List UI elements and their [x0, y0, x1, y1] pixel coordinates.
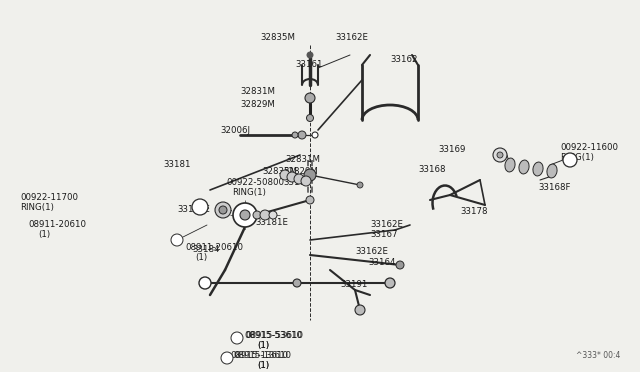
Ellipse shape — [533, 162, 543, 176]
Text: 33162E: 33162E — [335, 33, 368, 42]
Text: 33168: 33168 — [418, 165, 445, 174]
Circle shape — [563, 153, 577, 167]
Text: 33191E: 33191E — [177, 205, 210, 214]
Text: 08911-20610: 08911-20610 — [185, 243, 243, 252]
Text: 32829M: 32829M — [283, 167, 318, 176]
Text: (1): (1) — [257, 361, 269, 370]
Circle shape — [497, 152, 503, 158]
Text: RING(1): RING(1) — [560, 153, 594, 162]
Circle shape — [219, 206, 227, 214]
Circle shape — [385, 278, 395, 288]
Text: 32835M: 32835M — [262, 167, 297, 176]
Text: 33167: 33167 — [370, 230, 397, 239]
Circle shape — [312, 132, 318, 138]
Text: 33184: 33184 — [192, 245, 220, 254]
Circle shape — [171, 234, 183, 246]
Text: 32835M: 32835M — [260, 33, 295, 42]
Text: (1): (1) — [38, 230, 50, 239]
Circle shape — [233, 203, 257, 227]
Circle shape — [294, 174, 304, 184]
Text: RING(1): RING(1) — [20, 203, 54, 212]
Text: 08911-20610: 08911-20610 — [28, 220, 86, 229]
Circle shape — [357, 182, 363, 188]
Text: 33181E: 33181E — [255, 218, 288, 227]
Text: 32829M: 32829M — [240, 100, 275, 109]
Text: 00922-11600: 00922-11600 — [560, 143, 618, 152]
Circle shape — [493, 148, 507, 162]
Text: 33162E: 33162E — [355, 247, 388, 256]
Text: 00922-50800: 00922-50800 — [226, 178, 284, 187]
Text: 33162: 33162 — [390, 55, 417, 64]
Text: W: W — [234, 336, 241, 340]
Text: 08915-53610: 08915-53610 — [245, 331, 303, 340]
Text: (1): (1) — [257, 341, 269, 350]
Circle shape — [253, 211, 261, 219]
Text: 32006J: 32006J — [220, 126, 250, 135]
Circle shape — [221, 352, 233, 364]
Text: 33169: 33169 — [438, 145, 465, 154]
Circle shape — [306, 196, 314, 204]
Circle shape — [304, 169, 316, 181]
Circle shape — [307, 52, 313, 58]
Text: 32831M: 32831M — [285, 155, 320, 164]
Circle shape — [287, 172, 297, 182]
Ellipse shape — [519, 160, 529, 174]
Text: 33168F: 33168F — [538, 183, 570, 192]
Text: 08915-53610: 08915-53610 — [244, 331, 302, 340]
Text: (1): (1) — [257, 341, 269, 350]
Text: W: W — [223, 356, 230, 360]
Text: 08915-13610: 08915-13610 — [230, 351, 288, 360]
Circle shape — [199, 277, 211, 289]
Circle shape — [307, 115, 314, 122]
Text: 00922-11700: 00922-11700 — [20, 193, 78, 202]
Text: (1): (1) — [195, 253, 207, 262]
Text: 33162E: 33162E — [370, 220, 403, 229]
Text: ^333* 00:4: ^333* 00:4 — [575, 351, 620, 360]
Circle shape — [260, 210, 270, 220]
Text: N: N — [174, 237, 180, 243]
Text: 33181: 33181 — [163, 160, 191, 169]
Ellipse shape — [547, 164, 557, 178]
Text: 08915-13610: 08915-13610 — [233, 351, 291, 360]
Circle shape — [305, 93, 315, 103]
Circle shape — [298, 131, 306, 139]
Text: (1): (1) — [257, 361, 269, 370]
Circle shape — [231, 332, 243, 344]
Text: 33175: 33175 — [283, 178, 310, 187]
Circle shape — [192, 199, 208, 215]
Text: 33191: 33191 — [340, 280, 367, 289]
Circle shape — [215, 202, 231, 218]
Circle shape — [355, 305, 365, 315]
Circle shape — [292, 132, 298, 138]
Circle shape — [293, 279, 301, 287]
Circle shape — [301, 176, 311, 186]
Text: 32831M: 32831M — [240, 87, 275, 96]
Text: RING(1): RING(1) — [232, 188, 266, 197]
Text: 33164: 33164 — [368, 258, 396, 267]
Text: 33178: 33178 — [460, 207, 488, 216]
Text: 33161: 33161 — [295, 60, 323, 69]
Circle shape — [240, 210, 250, 220]
Circle shape — [280, 170, 290, 180]
Circle shape — [269, 211, 277, 219]
Ellipse shape — [505, 158, 515, 172]
Circle shape — [396, 261, 404, 269]
